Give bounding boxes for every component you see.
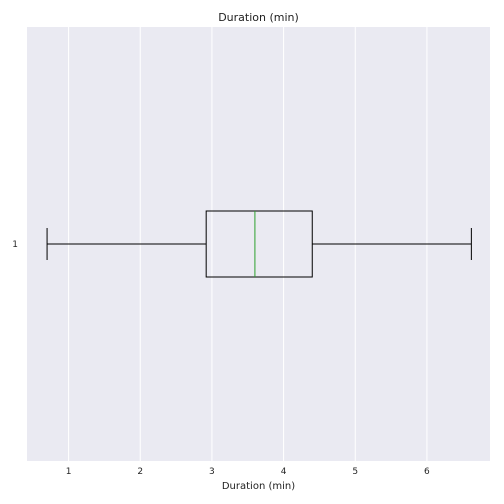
x-tick-label: 1 <box>66 467 72 477</box>
x-tick-label: 3 <box>209 467 215 477</box>
x-tick-label: 6 <box>424 467 430 477</box>
chart-title: Duration (min) <box>218 11 299 24</box>
x-tick-label: 5 <box>352 467 358 477</box>
iqr-box <box>205 210 313 278</box>
x-axis-label: Duration (min) <box>222 481 295 492</box>
box-plot <box>46 210 472 278</box>
x-tick-label: 2 <box>137 467 143 477</box>
x-tick-label: 4 <box>281 467 287 477</box>
tick-labels: 1 2 3 4 5 6 1 <box>12 240 430 477</box>
y-tick-label: 1 <box>12 240 18 250</box>
